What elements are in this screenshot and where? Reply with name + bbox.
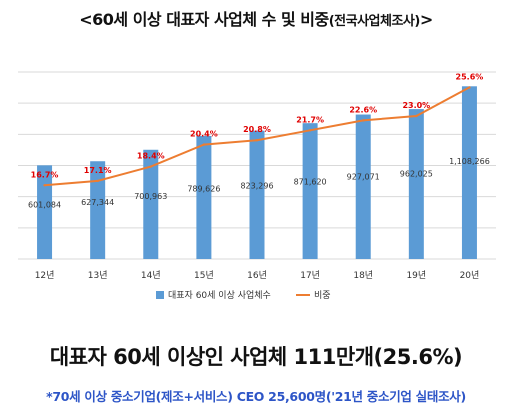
bar-value-label: 700,963 — [134, 192, 167, 201]
bar-value-label: 789,626 — [187, 184, 220, 193]
bar-value-label: 1,108,266 — [449, 157, 490, 166]
pct-label: 21.7% — [296, 115, 324, 124]
bar — [355, 114, 371, 259]
legend-label-line: 비중 — [314, 290, 331, 301]
pct-label: 20.8% — [243, 125, 271, 134]
x-tick-label: 16년 — [247, 270, 267, 281]
line-point — [96, 179, 99, 183]
line-point — [255, 139, 259, 142]
footnote: *70세 이상 중소기업(제조+서비스) CEO 25,600명('21년 중소… — [46, 389, 466, 404]
x-tick-label: 15년 — [194, 270, 214, 281]
bar — [37, 165, 53, 259]
bar — [143, 149, 159, 259]
pct-label: 18.4% — [137, 152, 165, 161]
chart-title-sub: (전국사업체조사) — [328, 14, 421, 29]
bar — [249, 130, 265, 259]
pct-label: 23.0% — [402, 101, 430, 110]
line-point — [43, 184, 46, 187]
bar-value-label: 627,344 — [81, 198, 114, 207]
chart-title-main: <60세 이상 대표자 사업체 수 및 비중 — [79, 10, 329, 29]
headline: 대표자 60세 이상인 사업체 111만개(25.6%) — [49, 345, 463, 369]
line-point — [362, 119, 365, 122]
x-tick-label: 17년 — [300, 270, 320, 281]
line-point — [149, 165, 152, 168]
bar — [302, 123, 318, 259]
x-tick-label: 12년 — [35, 270, 55, 281]
legend-label-bar: 대표자 60세 이상 사업체수 — [168, 290, 271, 301]
chart-title-end: > — [419, 10, 433, 29]
bar-value-label: 962,025 — [400, 170, 433, 179]
chart-title: <60세 이상 대표자 사업체 수 및 비중(전국사업체조사)> — [0, 6, 512, 30]
combo-chart: 601,084 627,344 700,963 789,626 823,296 871,6… — [18, 71, 496, 301]
bar — [408, 109, 424, 259]
bar-value-label: 601,084 — [28, 200, 61, 209]
line-point — [415, 114, 418, 118]
x-tick-label: 13년 — [88, 270, 108, 281]
line-point — [202, 143, 206, 146]
pct-label: 25.6% — [456, 72, 484, 81]
pct-label: 22.6% — [349, 105, 377, 114]
bar-value-label: 871,620 — [294, 177, 327, 186]
x-tick-label: 14년 — [141, 270, 161, 281]
pct-label: 20.4% — [190, 130, 218, 139]
x-tick-label: 18년 — [353, 270, 373, 281]
pct-label: 17.1% — [84, 166, 112, 175]
chart-area: 601,084 627,344 700,963 789,626 823,296 871,6… — [14, 60, 500, 322]
bar-value-label: 927,071 — [347, 173, 380, 182]
pct-label: 16.7% — [31, 170, 59, 179]
legend-swatch-bar — [156, 291, 164, 299]
line-point — [468, 86, 471, 89]
line-point — [308, 129, 312, 132]
bar-value-label: 823,296 — [240, 181, 273, 190]
bar — [196, 135, 212, 259]
bar — [461, 86, 477, 259]
x-tick-label: 19년 — [406, 270, 426, 281]
x-tick-label: 20년 — [460, 270, 480, 281]
bar — [90, 161, 106, 259]
